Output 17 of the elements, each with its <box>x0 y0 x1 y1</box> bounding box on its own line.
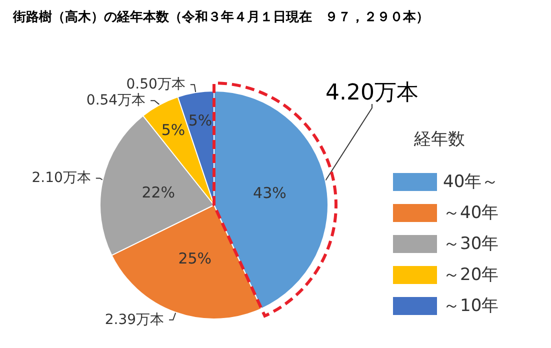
data-label: 2.39万本 <box>104 312 164 328</box>
text: 43% <box>253 184 286 202</box>
data-label: 0.50万本 <box>126 76 186 93</box>
legend-label: ～40年 <box>443 203 499 223</box>
text: 5% <box>188 112 212 130</box>
legend-label: ～20年 <box>443 265 499 285</box>
legend-title: 経年数 <box>413 130 465 150</box>
text: 25% <box>178 250 212 268</box>
data-label: 4.20万本 <box>326 80 418 106</box>
text: 22% <box>142 183 176 202</box>
text: 5% <box>161 120 186 139</box>
data-label: 0.54万本 <box>86 92 146 109</box>
legend-label: ～30年 <box>443 234 499 254</box>
legend-label: ～10年 <box>443 296 499 316</box>
data-label: 2.10万本 <box>32 170 91 186</box>
chart-title: 街路樹（高木）の経年本数（令和３年４月１日現在 ９７，２９０本） <box>12 9 429 25</box>
legend-label: 40年～ <box>443 172 499 192</box>
